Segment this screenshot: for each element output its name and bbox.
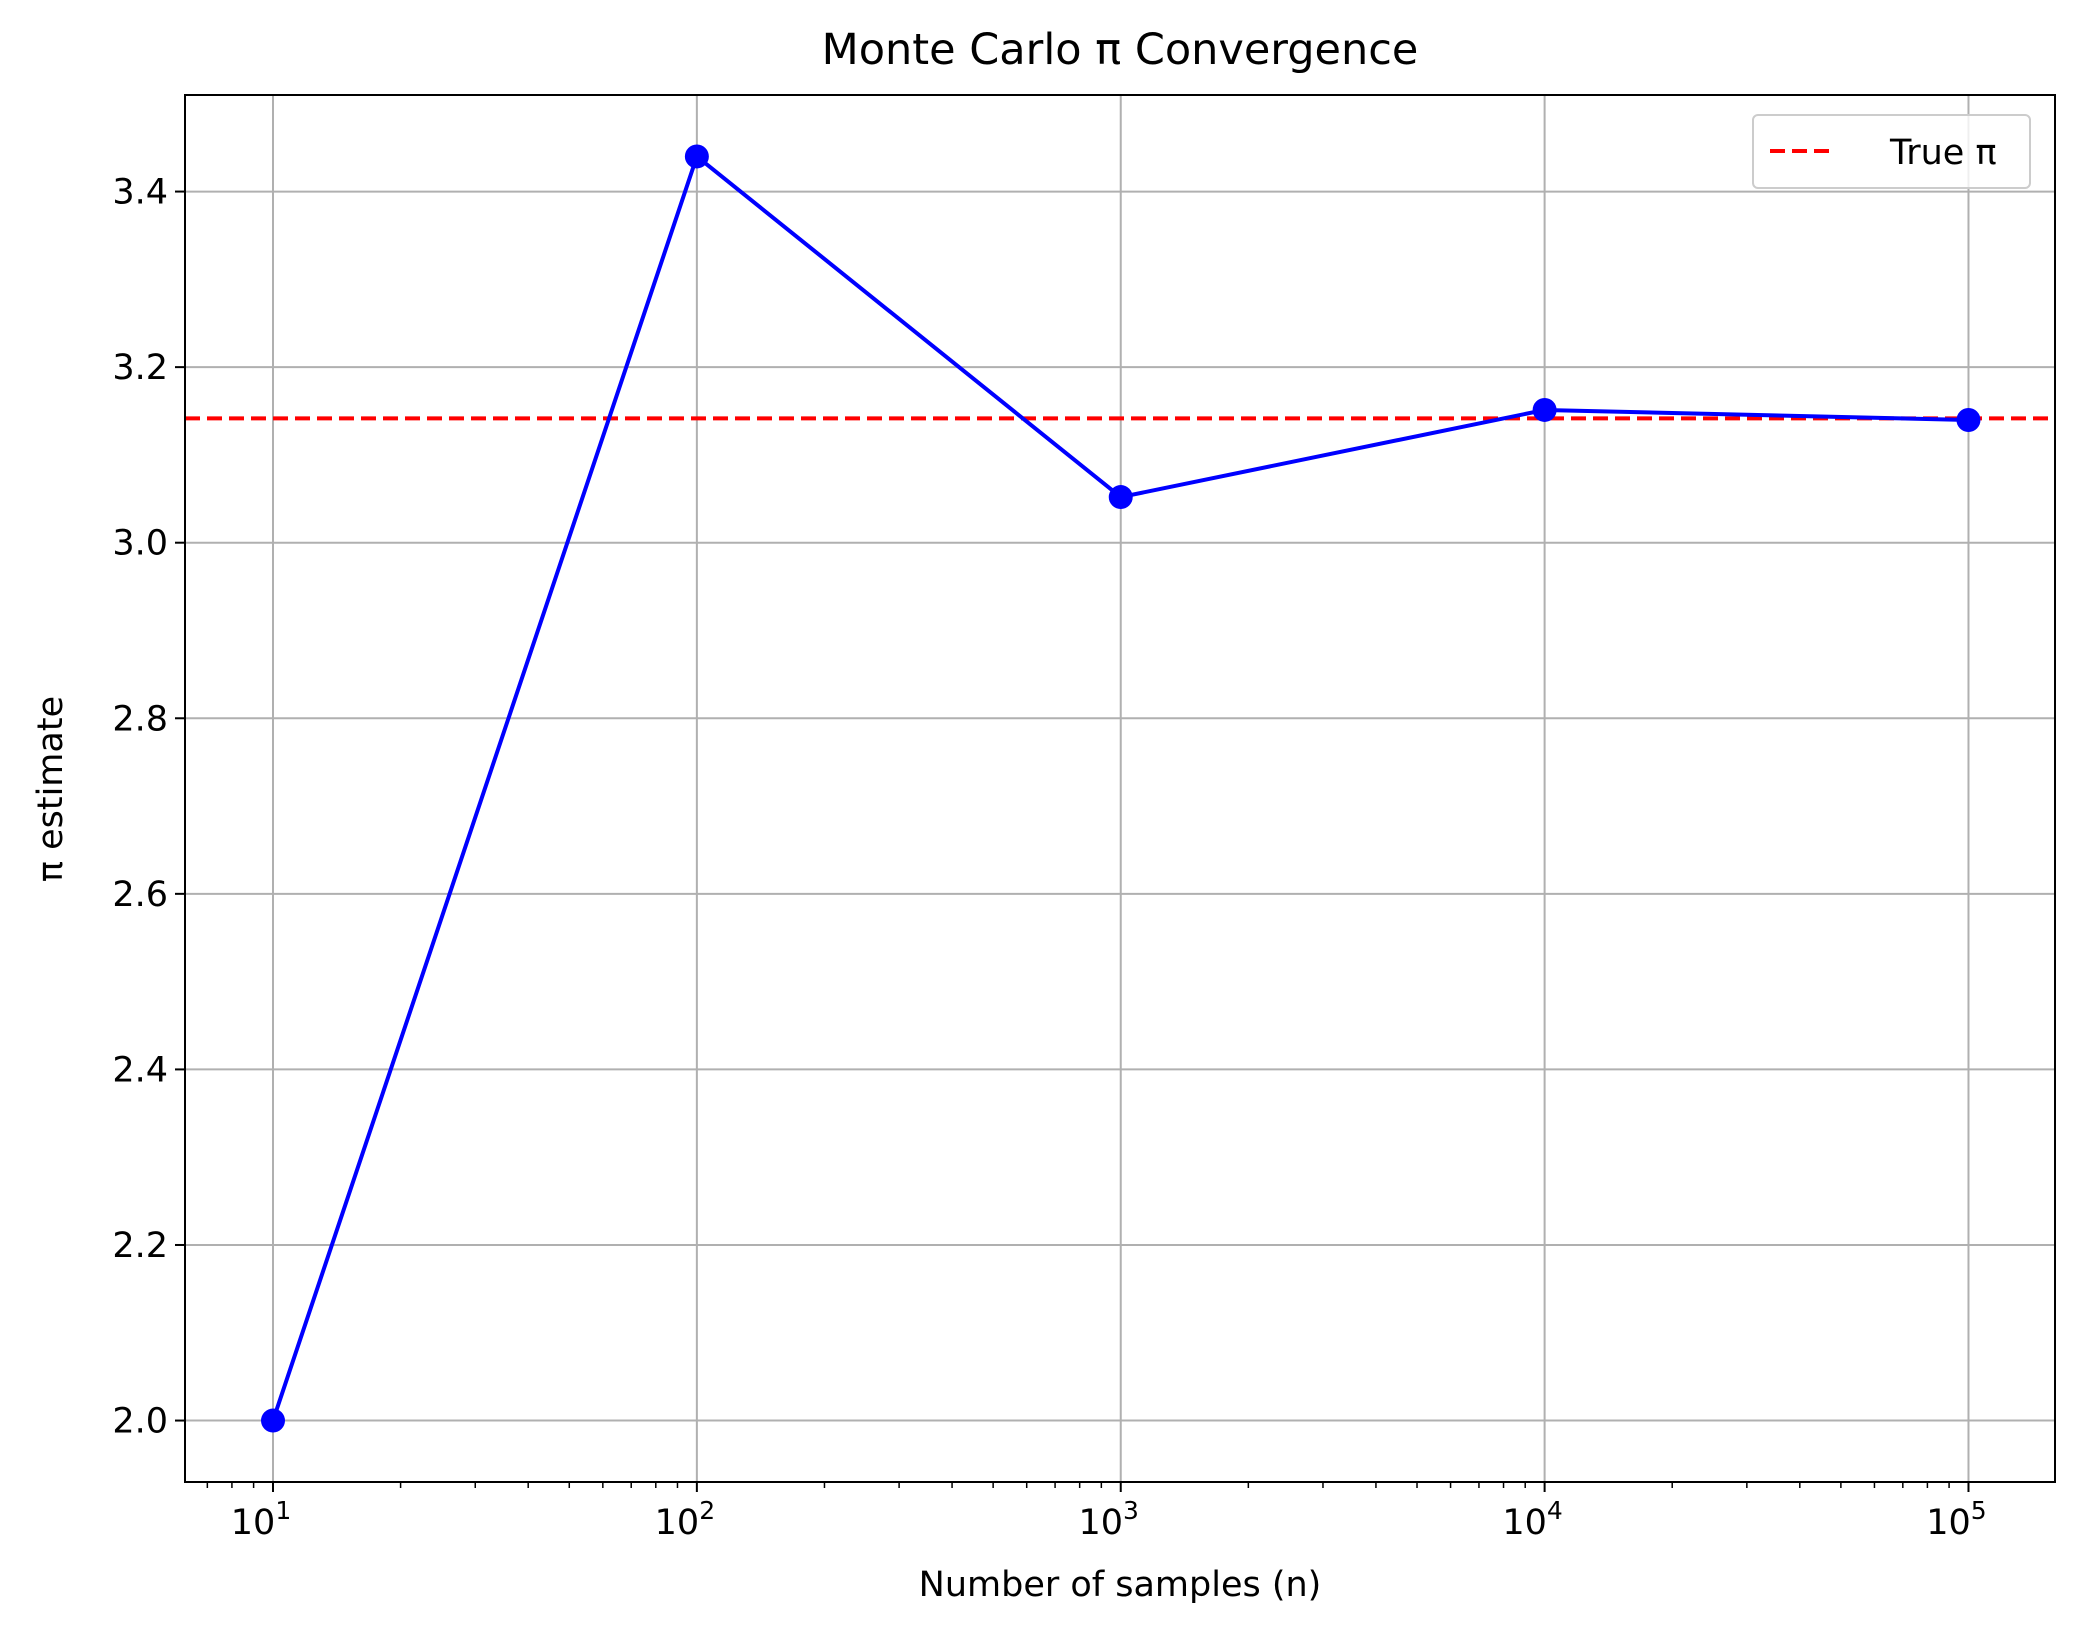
x-tick-label: 103 xyxy=(1079,1496,1139,1543)
series-layer xyxy=(260,144,1981,1433)
grid xyxy=(185,95,2055,1482)
legend-box xyxy=(1752,114,2031,189)
pi-estimate-point xyxy=(1532,397,1557,422)
y-tick-label: 3.0 xyxy=(112,524,168,564)
y-tick-label: 2.6 xyxy=(112,875,168,915)
legend: True π xyxy=(1752,114,2031,189)
y-axis-ticks: 2.0 2.2 2.4 2.6 2.8 3.0 3.2 3.4 xyxy=(112,173,185,1442)
pi-estimate-point xyxy=(684,144,709,169)
pi-estimate-point xyxy=(1956,407,1981,432)
chart-title: Monte Carlo π Convergence xyxy=(822,25,1419,75)
x-minor-ticks xyxy=(206,1482,1950,1488)
y-tick-label: 2.2 xyxy=(112,1226,168,1266)
legend-label-true-pi: True π xyxy=(1889,133,1997,173)
y-tick-label: 3.4 xyxy=(112,173,168,213)
y-tick-label: 2.0 xyxy=(112,1402,168,1442)
y-tick-label: 3.2 xyxy=(112,348,168,388)
x-tick-label: 105 xyxy=(1926,1496,1986,1543)
pi-estimate-point xyxy=(260,1408,285,1433)
y-axis-label: π estimate xyxy=(31,696,71,882)
x-tick-label: 104 xyxy=(1502,1496,1562,1543)
y-tick-label: 2.4 xyxy=(112,1050,168,1090)
x-tick-label: 102 xyxy=(655,1496,715,1543)
x-tick-label: 101 xyxy=(231,1496,291,1543)
x-axis-ticks: 101 102 103 104 105 xyxy=(231,1482,1987,1543)
x-axis-label: Number of samples (n) xyxy=(919,1565,1322,1605)
pi-estimate-point xyxy=(1108,485,1133,510)
y-tick-label: 2.8 xyxy=(112,699,168,739)
